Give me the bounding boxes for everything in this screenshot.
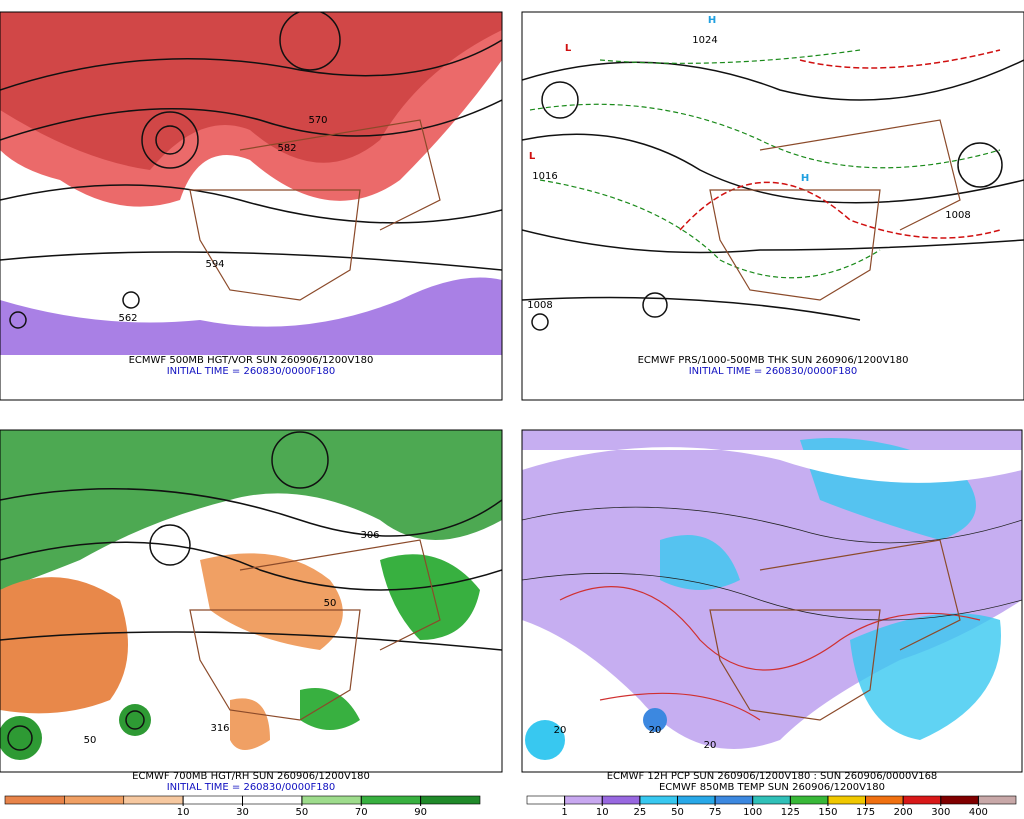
color-swatch — [182, 795, 243, 805]
colorbar-label: 100 — [743, 807, 762, 818]
color-swatch — [526, 795, 565, 805]
contour-label: 1008 — [527, 300, 552, 311]
panel-surface-pressure: ECMWF PRS/1000-500MB THK SUN 260906/1200… — [521, 11, 1024, 401]
map — [0, 430, 502, 770]
pressure-center: L — [565, 43, 572, 54]
caption: ECMWF 850MB TEMP SUN 260906/1200V180 — [659, 782, 885, 793]
color-swatch — [601, 795, 641, 805]
caption: ECMWF PRS/1000-500MB THK SUN 260906/1200… — [638, 355, 909, 366]
colorbar-label: 25 — [633, 807, 646, 818]
caption: ECMWF 700MB HGT/RH SUN 260906/1200V180 — [132, 771, 370, 782]
color-swatch — [902, 795, 942, 805]
contour-label: 1008 — [945, 210, 970, 221]
contour-label: 50 — [324, 598, 337, 609]
caption: ECMWF 12H PCP SUN 260906/1200V180 : SUN … — [607, 771, 938, 782]
panel-500mb: ECMWF 500MB HGT/VOR SUN 260906/1200V180I… — [0, 11, 503, 401]
map — [522, 12, 1024, 355]
contour-label: 20 — [704, 740, 717, 751]
color-swatch — [790, 795, 829, 805]
colorbar-label: 50 — [671, 807, 684, 818]
pressure-center: H — [801, 173, 809, 184]
contour-label: 1016 — [532, 171, 557, 182]
colorbar-label: 10 — [596, 807, 609, 818]
colorbar-label: 90 — [414, 807, 427, 818]
colorbar-label: 175 — [856, 807, 875, 818]
color-swatch — [64, 795, 125, 805]
colorbar-label: 400 — [969, 807, 988, 818]
legend-rh: 10 30 50 70 90 — [4, 795, 481, 818]
contour-label: 50 — [84, 735, 97, 746]
initial-time: INITIAL TIME = 260830/0000F180 — [167, 366, 336, 377]
color-swatch — [752, 795, 791, 805]
pressure-center: L — [529, 151, 536, 162]
initial-time: INITIAL TIME = 260830/0000F180 — [167, 782, 336, 793]
contour-label: 582 — [277, 143, 296, 154]
color-swatch — [420, 795, 481, 805]
color-swatch — [714, 795, 753, 805]
map — [0, 12, 502, 355]
initial-time: INITIAL TIME = 260830/0000F180 — [689, 366, 858, 377]
contour-label: 316 — [210, 723, 229, 734]
color-swatch — [677, 795, 716, 805]
contour-label: 20 — [649, 725, 662, 736]
pressure-center: H — [708, 15, 716, 26]
contour-label: 1024 — [692, 35, 717, 46]
color-swatch — [978, 795, 1017, 805]
panel-precip: ECMWF 12H PCP SUN 260906/1200V180 : SUN … — [521, 429, 1023, 793]
color-swatch — [360, 795, 421, 805]
colorbar-label: 200 — [894, 807, 913, 818]
colorbar-label: 1 — [561, 807, 567, 818]
map — [522, 430, 1022, 770]
colorbar-label: 50 — [296, 807, 309, 818]
contour-label: 20 — [554, 725, 567, 736]
legend-precip: 1 10 25 50 75 100 125 150 175 200 300 400 — [526, 795, 1017, 818]
colorbar-label: 150 — [818, 807, 837, 818]
contour-label: 594 — [205, 259, 224, 270]
contour-label: 562 — [118, 313, 137, 324]
caption: ECMWF 500MB HGT/VOR SUN 260906/1200V180 — [129, 355, 374, 366]
contour-label: 570 — [308, 115, 327, 126]
color-swatch — [242, 795, 303, 805]
colorbar-label: 75 — [709, 807, 722, 818]
color-swatch — [564, 795, 603, 805]
colorbar-label: 10 — [177, 807, 190, 818]
color-swatch — [4, 795, 65, 805]
colorbar-label: 70 — [355, 807, 368, 818]
color-swatch — [865, 795, 904, 805]
colorbar-label: 30 — [236, 807, 249, 818]
color-swatch — [301, 795, 362, 805]
colorbar-label: 125 — [781, 807, 800, 818]
color-swatch — [639, 795, 678, 805]
color-swatch — [123, 795, 184, 805]
color-swatch — [940, 795, 979, 805]
color-swatch — [827, 795, 866, 805]
contour-label: 306 — [360, 530, 379, 541]
colorbar-label: 300 — [931, 807, 950, 818]
panel-700mb: ECMWF 700MB HGT/RH SUN 260906/1200V180IN… — [0, 429, 503, 793]
